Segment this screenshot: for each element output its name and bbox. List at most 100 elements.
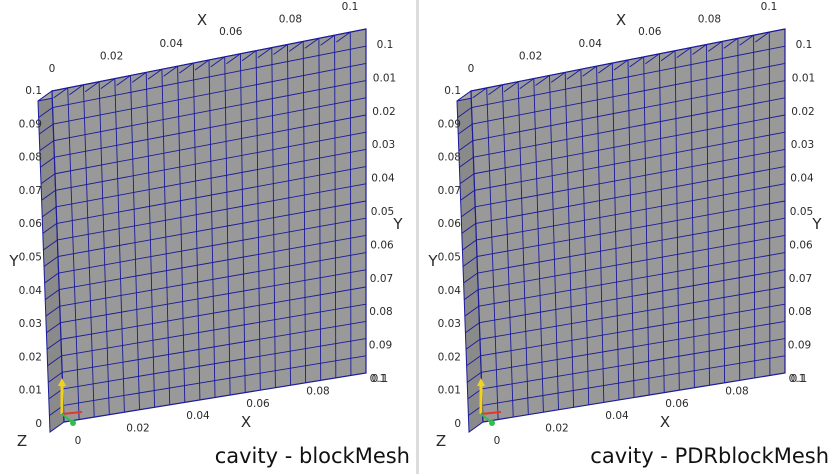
mesh-column-line [690, 47, 695, 388]
mesh-render-left[interactable]: 0 0.02 0.04 0.06 0.08 0.1 X 0 0.02 0.04 0.06 0.08 0.… [0, 0, 416, 474]
mesh-side-depth-line [467, 388, 483, 400]
view-caption: cavity - PDRblockMesh [590, 444, 829, 468]
mesh-side-depth-line [38, 107, 53, 118]
bottom-x-tick-label: 0.08 [725, 385, 748, 397]
mesh-side-depth-line [46, 322, 61, 334]
top-x-tick-label: 0.06 [219, 26, 243, 38]
mesh-column-line [674, 50, 680, 391]
mesh-top-depth-line [320, 34, 335, 46]
left-y-tick-label: 0 [35, 418, 42, 430]
mesh-column-line [287, 44, 291, 386]
view-splitter[interactable] [416, 0, 419, 474]
left-y-tick-label: 0.05 [19, 252, 42, 264]
mesh-side-depth-line [43, 256, 59, 267]
mesh-side-depth-line [41, 206, 57, 218]
mesh-column-line [349, 32, 352, 376]
mesh-side-depth-line [457, 123, 473, 135]
mesh-top-depth-line [273, 44, 288, 55]
mesh-top-depth-line [676, 47, 692, 58]
mesh-render-right[interactable]: 0 0.02 0.04 0.06 0.08 0.1 X 0 0.02 0.04 0.06 0.08 0.… [419, 0, 835, 474]
mesh-side-depth-line [44, 289, 60, 300]
mesh-top-depth-line [535, 75, 550, 86]
render-view-right[interactable]: 0 0.02 0.04 0.06 0.08 0.1 X 0 0.02 0.04 0.06 0.08 0.… [419, 0, 835, 474]
mesh-top-depth-line [503, 81, 519, 93]
right-y-tick-label: 0.09 [788, 340, 811, 352]
top-x-tick-label: 0 [49, 63, 56, 75]
mesh-side-depth-line [45, 305, 61, 317]
right-y-tick-label: 0.02 [791, 106, 814, 118]
mesh-top-depth-line [116, 75, 131, 86]
right-y-tick-label: 0.03 [791, 139, 814, 151]
left-y-tick-label: 0.1 [25, 85, 42, 97]
right-y-tick-label: 0.1 [791, 373, 808, 385]
orientation-axes-icon [477, 378, 502, 426]
mesh-row-line [59, 234, 367, 291]
orient-y-head [477, 378, 485, 386]
right-y-tick-label: 0.1 [796, 39, 813, 51]
mesh-grid-lines [457, 31, 786, 420]
left-y-tick-label: 0.1 [444, 85, 461, 97]
right-y-tick-label: 0.1 [372, 373, 389, 385]
mesh-side-depth-line [460, 206, 476, 218]
mesh-top-depth-line [194, 59, 210, 71]
bottom-x-tick-label: 0.1 [789, 373, 806, 385]
right-y-tick-label: 0.02 [372, 106, 395, 118]
mesh-row-line [480, 303, 786, 357]
mesh-row-line [59, 252, 367, 307]
bottom-x-tick-label: 0.06 [246, 398, 270, 410]
mesh-row-line [60, 286, 367, 340]
left-y-tick-label: 0.05 [438, 252, 461, 264]
mesh-top-depth-line [660, 50, 676, 62]
mesh-front-face [51, 28, 367, 423]
bottom-x-tick-label: 0.06 [665, 398, 689, 410]
right-y-tick-label: 0.07 [370, 273, 393, 285]
render-view-left[interactable]: 0 0.02 0.04 0.06 0.08 0.1 X 0 0.02 0.04 0.06 0.08 0.… [0, 0, 416, 474]
right-y-tick-label: 0.07 [789, 273, 812, 285]
mesh-column-line [721, 41, 726, 383]
bottom-x-tick-label: 0.02 [545, 423, 568, 435]
mesh-grid-lines [38, 31, 367, 420]
left-y-tick-label: 0.04 [438, 285, 462, 297]
mesh-row-line [481, 338, 786, 390]
mesh-top-depth-line [645, 53, 660, 65]
left-y-tick-label: 0.04 [19, 285, 43, 297]
mesh-side-depth-line [461, 223, 477, 234]
mesh-column-line [239, 53, 246, 393]
axis-annotations: 0 0.02 0.04 0.06 0.08 0.1 X 0 0.02 0.04 0.06 0.08 0.… [8, 1, 403, 450]
mesh-row-line [478, 252, 786, 307]
mesh-side-depth-line [38, 123, 54, 135]
left-y-tick-label: 0.01 [19, 385, 42, 397]
mesh-column-line [768, 32, 771, 376]
mesh-top-depth-line [288, 41, 304, 52]
top-x-tick-label: 0.04 [579, 38, 603, 50]
mesh-side-depth-line [458, 140, 474, 152]
mesh-row-line [57, 200, 367, 257]
bottom-x-tick-label: 0.08 [306, 385, 329, 397]
left-y-tick-label: 0.06 [19, 218, 43, 230]
mesh-row-line [58, 217, 367, 274]
right-y-tick-label: 0.01 [373, 72, 396, 84]
orient-x-arrow [480, 411, 502, 415]
mesh-side-depth-line [466, 355, 481, 367]
left-y-tick-label: 0.07 [438, 185, 461, 197]
right-y-tick-label: 0.06 [370, 239, 394, 251]
mesh-column-line [643, 56, 650, 396]
left-y-tick-label: 0.02 [19, 351, 42, 363]
z-axis-letter: Z [17, 432, 27, 450]
view-caption: cavity - blockMesh [215, 444, 410, 468]
mesh-side-depth-line [41, 189, 56, 201]
mesh-side-depth-line [457, 107, 472, 118]
orient-y-head [58, 378, 66, 386]
mesh-top-depth-line [550, 72, 566, 83]
orientation-axes-icon [58, 378, 83, 426]
bottom-x-tick-label: 0 [494, 435, 501, 447]
mesh-row-line [62, 338, 367, 390]
mesh-top-depth-line [613, 59, 629, 71]
right-y-tick-label: 0.05 [371, 206, 394, 218]
left-y-tick-label: 0.08 [438, 152, 461, 164]
z-axis-letter: Z [436, 432, 446, 450]
bottom-x-tick-label: 0.04 [186, 410, 210, 422]
top-x-axis-letter: X [197, 11, 207, 29]
right-y-axis-letter: Y [392, 215, 403, 233]
mesh-side-depth-line [40, 156, 55, 168]
